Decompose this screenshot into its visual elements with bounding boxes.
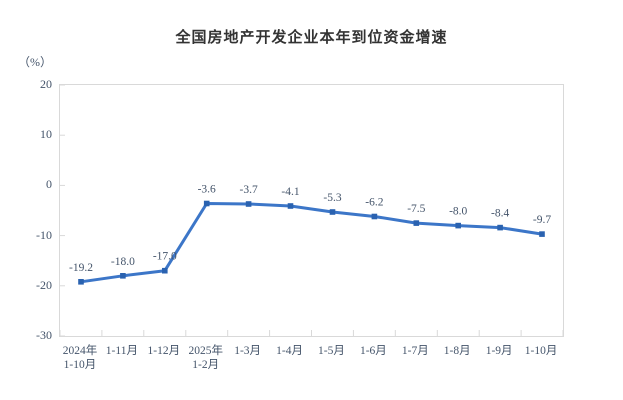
data-point-label: -7.5 [407,203,425,215]
data-point-label: -3.7 [239,184,257,196]
data-point-marker [287,203,294,209]
data-point-marker [203,200,210,207]
y-tick-label: 0 [46,177,52,192]
data-point-marker [497,224,503,231]
data-point-label: -17.0 [153,251,177,263]
x-tick-label: 2025年 1-2月 [188,345,223,371]
data-point-marker [78,279,84,285]
y-tick-label: -30 [36,328,52,342]
data-point-label: -8.0 [449,206,467,218]
data-point-marker [539,231,545,237]
data-point-marker [120,273,126,279]
data-point-label: -19.2 [69,262,93,274]
x-tick-label: 1-7月 [401,345,429,357]
x-tick-label: 1-8月 [443,345,471,357]
data-line [79,202,544,284]
y-axis-tick-labels: 20 10 0 -10 -20 -30 [0,77,52,342]
data-point-marker [455,222,461,229]
data-point-label: -6.2 [365,197,383,209]
x-axis-tick-labels: 2024年 1-10月 1-11月 1-12月 2025年 1-2月 1-3月 1-4月 1-5… [59,344,562,384]
y-axis-unit-label: （%） [18,55,52,69]
y-tick-label: -20 [36,277,52,292]
x-tick-label: 1-12月 [147,345,181,357]
data-point-marker [413,220,420,226]
data-point-label: -3.6 [198,184,216,196]
y-tick-label: -10 [36,227,52,242]
x-tick-label: 1-6月 [359,345,387,357]
data-point-label: -8.4 [491,208,509,220]
data-point-label: -4.1 [281,186,299,198]
data-point-label: -9.7 [533,214,551,226]
data-point-marker [245,201,252,207]
x-tick-label: 2024年 1-10月 [62,345,98,371]
data-point-label: -18.0 [111,256,135,268]
x-tick-label: 1-3月 [234,345,262,357]
chart-title: 全国房地产开发企业本年到位资金增速 [175,30,448,46]
x-tick-label: 1-5月 [318,345,345,357]
data-point-label: -5.3 [323,192,341,204]
y-tick-label: 10 [40,127,52,142]
x-tick-label: 1-11月 [105,345,138,357]
y-tick-label: 20 [40,77,52,91]
data-point-marker [371,213,378,220]
x-tick-label: 1-4月 [276,345,303,357]
data-point-marker [329,209,336,215]
x-tick-label: 1-10月 [524,345,558,357]
data-point-marker [162,267,168,274]
plot-area: -19.2 -18.0 -17.0 -3.6 -3.7 -4.1 -5.3 -6.2 -7.5 -… [59,84,564,337]
x-tick-label: 1-9月 [485,345,513,357]
